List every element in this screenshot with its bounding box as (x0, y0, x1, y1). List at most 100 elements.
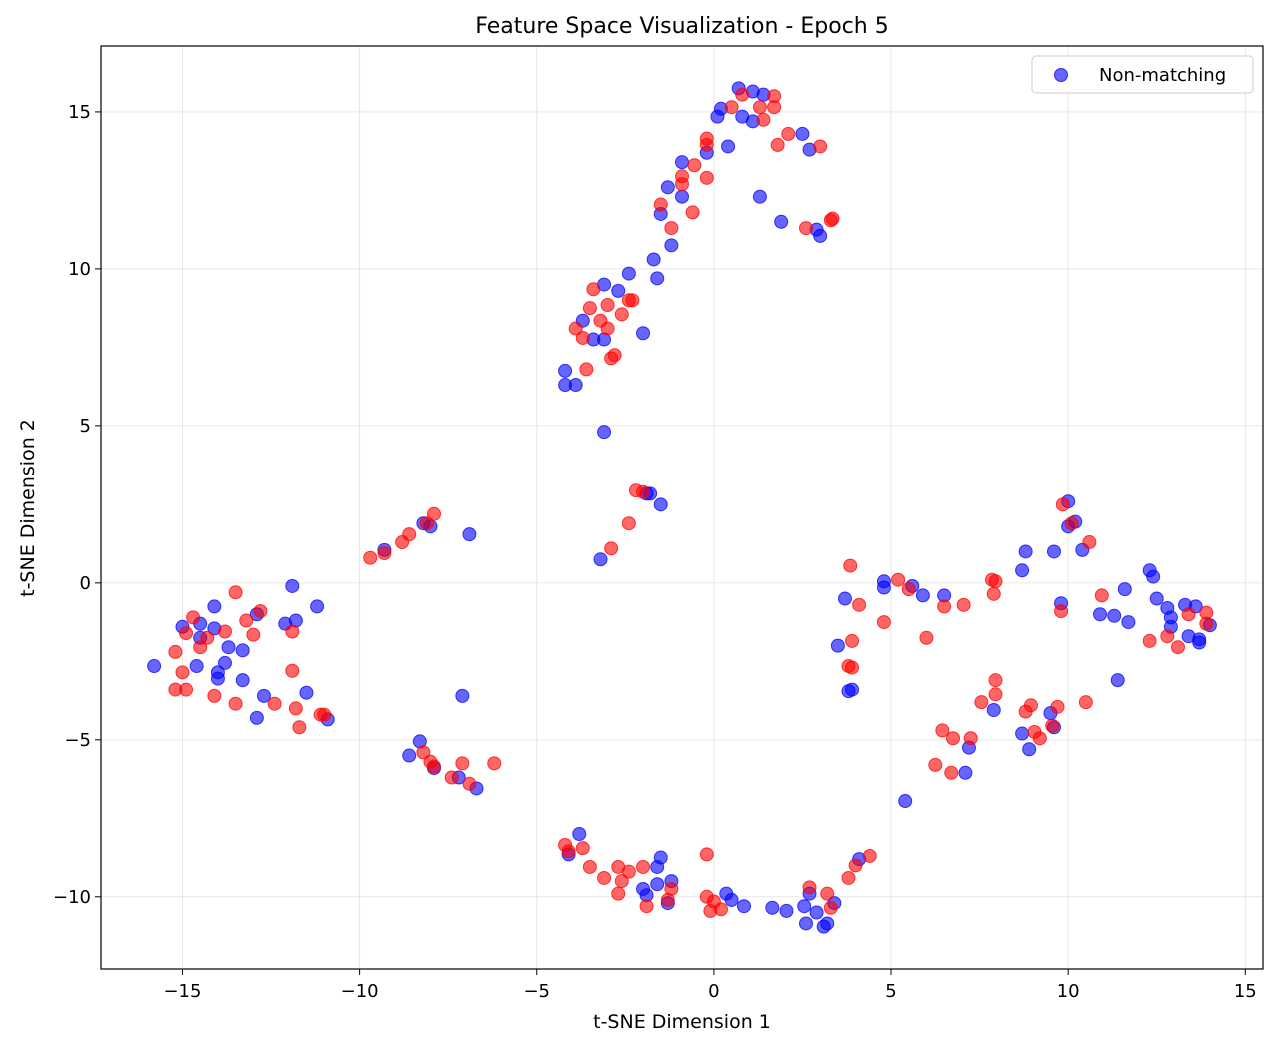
data-point-non-matching (779, 903, 794, 918)
legend-marker-non-matching (1054, 68, 1068, 82)
data-point-matching (802, 880, 817, 895)
legend: Non-matching (1031, 55, 1254, 94)
data-point-non-matching (1046, 544, 1061, 559)
data-point-matching (1050, 699, 1065, 714)
data-point-non-matching (650, 271, 665, 286)
data-point-non-matching (845, 682, 860, 697)
data-point-matching (770, 137, 785, 152)
data-point-non-matching (915, 588, 930, 603)
data-point-matching (427, 759, 442, 774)
chart-title: Feature Space Visualization - Epoch 5 (475, 14, 888, 39)
data-point-matching (825, 211, 840, 226)
data-point-non-matching (207, 599, 222, 614)
data-point-non-matching (1015, 563, 1030, 578)
data-point-matching (685, 205, 700, 220)
data-point-matching (664, 221, 679, 236)
data-point-matching (1078, 695, 1093, 710)
data-point-matching (1023, 698, 1038, 713)
data-point-matching (444, 770, 459, 785)
data-point-matching (419, 516, 434, 531)
data-point-non-matching (210, 671, 225, 686)
data-point-matching (901, 582, 916, 597)
data-point-non-matching (795, 126, 810, 141)
data-point-matching (582, 301, 597, 316)
x-tick-label: 15 (1234, 981, 1257, 1002)
data-point-matching (186, 610, 201, 625)
y-axis-label: t-SNE Dimension 2 (17, 419, 39, 597)
data-point-non-matching (1192, 635, 1207, 650)
data-point-matching (891, 572, 906, 587)
x-tick-label: −15 (163, 981, 201, 1002)
y-tick-label: −5 (64, 730, 91, 751)
data-point-non-matching (310, 599, 325, 614)
data-point-non-matching (986, 702, 1001, 717)
x-tick-label: −5 (523, 981, 550, 1002)
data-point-matching (1181, 607, 1196, 622)
data-point-matching (1055, 497, 1070, 512)
data-point-matching (876, 615, 891, 630)
data-point-matching (377, 546, 392, 561)
data-point-matching (239, 613, 254, 628)
data-point-matching (937, 599, 952, 614)
data-point-non-matching (774, 214, 789, 229)
data-point-matching (621, 864, 636, 879)
data-point-matching (1199, 605, 1214, 620)
data-points (147, 81, 1217, 934)
data-point-non-matching (752, 189, 767, 204)
data-point-non-matching (455, 688, 470, 703)
data-point-non-matching (820, 916, 835, 931)
data-point-non-matching (1149, 591, 1164, 606)
plot-frame (100, 45, 1264, 970)
data-point-non-matching (653, 497, 668, 512)
data-point-non-matching (235, 643, 250, 658)
data-point-matching (699, 847, 714, 862)
data-point-matching (1054, 604, 1069, 619)
data-point-non-matching (809, 905, 824, 920)
data-point-matching (862, 848, 877, 863)
data-point-matching (462, 776, 477, 791)
data-point-non-matching (1107, 608, 1122, 623)
data-point-matching (179, 682, 194, 697)
data-point-non-matching (597, 425, 612, 440)
data-point-matching (956, 597, 971, 612)
data-point-non-matching (1022, 742, 1037, 757)
data-point-non-matching (876, 580, 891, 595)
data-point-matching (781, 126, 796, 141)
y-tick-label: 15 (68, 102, 91, 123)
data-point-matching (217, 624, 232, 639)
data-point-matching (246, 627, 261, 642)
x-tick-label: −10 (341, 981, 379, 1002)
data-point-matching (267, 696, 282, 711)
data-point-matching (200, 630, 215, 645)
data-point-matching (988, 687, 1003, 702)
data-point-matching (427, 506, 442, 521)
data-point-matching (848, 858, 863, 873)
data-point-matching (317, 707, 332, 722)
data-point-matching (699, 131, 714, 146)
data-point-matching (175, 665, 190, 680)
grid-lines (101, 46, 1263, 969)
data-point-non-matching (1110, 673, 1125, 688)
data-point-non-matching (558, 363, 573, 378)
data-point-matching (841, 870, 856, 885)
data-point-matching (675, 177, 689, 192)
data-point-matching (621, 516, 636, 531)
data-point-non-matching (1146, 569, 1161, 584)
data-point-non-matching (736, 899, 751, 914)
y-tick-label: 5 (80, 416, 91, 437)
x-tick-label: 10 (1057, 981, 1080, 1002)
data-point-matching (988, 574, 1003, 589)
data-point-non-matching (462, 527, 477, 542)
data-point-non-matching (797, 899, 812, 914)
data-point-non-matching (402, 748, 417, 763)
data-point-non-matching (593, 552, 608, 567)
data-point-matching (735, 87, 750, 102)
data-point-matching (586, 282, 601, 297)
data-point-matching (823, 900, 838, 915)
data-point-matching (919, 630, 934, 645)
legend-box (1031, 55, 1254, 94)
data-point-matching (582, 859, 597, 874)
data-point-matching (986, 586, 1001, 601)
data-point-matching (416, 745, 431, 760)
data-point-non-matching (636, 326, 651, 341)
